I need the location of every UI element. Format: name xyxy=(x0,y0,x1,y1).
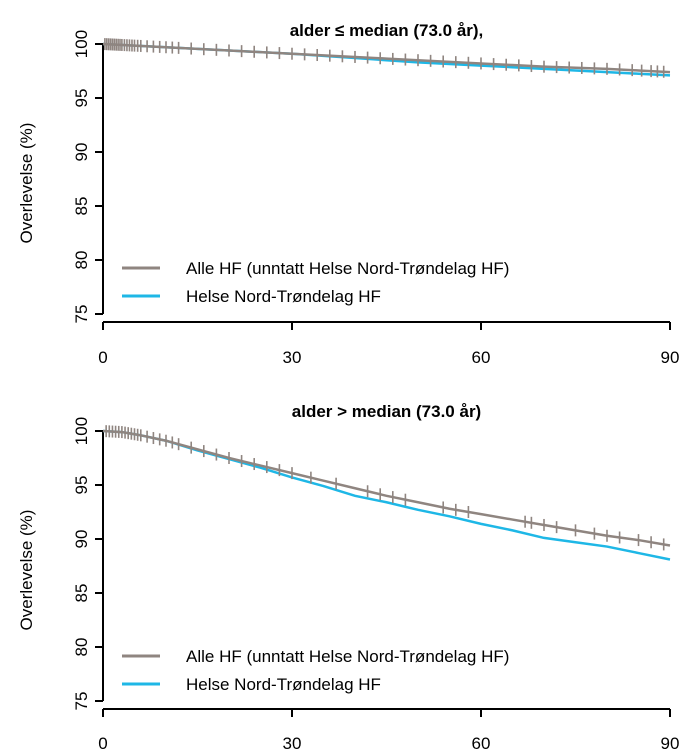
chart-title: alder > median (73.0 år) xyxy=(292,402,481,421)
legend-label: Alle HF (unntatt Helse Nord-Trøndelag HF… xyxy=(186,647,509,666)
y-tick-label: 80 xyxy=(72,638,91,657)
legend-label: Alle HF (unntatt Helse Nord-Trøndelag HF… xyxy=(186,259,509,278)
series-line-alle-hf xyxy=(102,429,671,547)
legend-label: Helse Nord-Trøndelag HF xyxy=(186,675,381,694)
series-line-alle-hf xyxy=(102,42,671,74)
x-tick-label: 90 xyxy=(661,348,680,367)
x-tick-label: 60 xyxy=(472,348,491,367)
survival-panel-age-high: alder > median (73.0 år) 75 80 85 90 95 100 0 30… xyxy=(17,402,680,753)
y-axis-label: Overlevelse (%) xyxy=(17,123,36,244)
y-tick-label: 85 xyxy=(72,584,91,603)
y-tick-label: 85 xyxy=(72,197,91,216)
x-tick-label: 90 xyxy=(661,734,680,753)
y-axis-label: Overlevelse (%) xyxy=(17,510,36,631)
y-tick-label: 95 xyxy=(72,476,91,495)
y-tick-label: 75 xyxy=(72,305,91,324)
y-tick-label: 100 xyxy=(72,417,91,445)
legend-label: Helse Nord-Trøndelag HF xyxy=(186,287,381,306)
x-tick-label: 0 xyxy=(98,734,107,753)
chart-title: alder ≤ median (73.0 år), xyxy=(290,21,484,40)
x-tick-label: 30 xyxy=(283,348,302,367)
y-tick-label: 90 xyxy=(72,143,91,162)
y-tick-label: 80 xyxy=(72,251,91,270)
survival-panel-age-low: alder ≤ median (73.0 år), 75 80 85 90 95 100 0 3… xyxy=(17,21,680,367)
x-tick-label: 0 xyxy=(98,348,107,367)
y-tick-label: 75 xyxy=(72,692,91,711)
x-tick-label: 30 xyxy=(283,734,302,753)
x-tick-label: 60 xyxy=(472,734,491,753)
y-tick-label: 100 xyxy=(72,30,91,58)
y-tick-label: 95 xyxy=(72,89,91,108)
y-tick-label: 90 xyxy=(72,530,91,549)
